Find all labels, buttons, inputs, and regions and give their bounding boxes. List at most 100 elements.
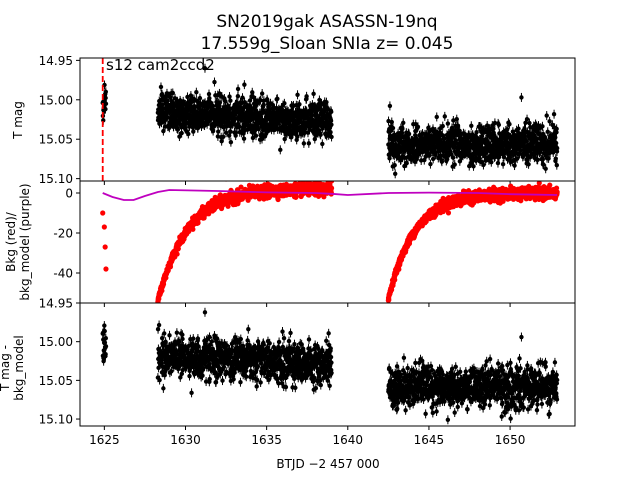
data-point bbox=[161, 128, 166, 134]
data-point bbox=[235, 93, 241, 99]
data-point bbox=[309, 112, 315, 118]
data-points bbox=[100, 66, 560, 177]
data-point bbox=[528, 125, 533, 130]
data-point bbox=[207, 96, 212, 101]
data-point bbox=[328, 118, 334, 124]
data-point bbox=[430, 156, 436, 162]
data-point bbox=[553, 156, 558, 161]
data-point bbox=[195, 125, 201, 131]
data-point bbox=[168, 95, 173, 100]
data-point bbox=[251, 95, 256, 100]
data-point bbox=[510, 129, 516, 134]
data-point bbox=[163, 94, 168, 99]
data-point bbox=[103, 106, 108, 112]
data-point bbox=[501, 154, 507, 160]
data-point bbox=[387, 156, 392, 161]
data-point bbox=[505, 131, 511, 137]
data-point bbox=[449, 151, 454, 157]
data-point bbox=[428, 161, 433, 167]
data-point bbox=[322, 103, 327, 108]
data-point bbox=[543, 166, 548, 171]
data-point bbox=[242, 99, 247, 105]
data-point bbox=[427, 153, 432, 158]
data-point bbox=[311, 91, 316, 97]
background-point bbox=[102, 244, 108, 250]
data-point bbox=[328, 129, 333, 135]
data-point bbox=[103, 89, 108, 94]
data-point bbox=[527, 155, 533, 160]
data-point bbox=[471, 164, 476, 169]
data-point bbox=[452, 162, 457, 167]
data-point bbox=[450, 155, 456, 160]
data-point bbox=[454, 116, 459, 122]
data-point bbox=[413, 128, 418, 134]
data-point bbox=[474, 129, 479, 135]
middle-panel: 0-20-40 bbox=[53, 180, 576, 307]
data-point bbox=[174, 108, 179, 113]
data-point bbox=[232, 116, 238, 122]
data-point bbox=[404, 160, 409, 166]
data-point bbox=[329, 122, 334, 127]
data-point bbox=[554, 162, 560, 168]
data-point bbox=[545, 129, 550, 134]
y-tick-label: 15.05 bbox=[39, 133, 73, 147]
data-point bbox=[519, 95, 524, 100]
data-point bbox=[540, 124, 545, 129]
data-point bbox=[197, 95, 203, 101]
data-point bbox=[525, 157, 530, 163]
data-point bbox=[523, 120, 528, 125]
data-point bbox=[177, 134, 182, 139]
data-point bbox=[185, 94, 190, 100]
data-point bbox=[307, 127, 312, 133]
data-point bbox=[492, 120, 498, 126]
data-point bbox=[295, 134, 300, 139]
data-point bbox=[414, 136, 419, 141]
figure-title-line1: SN2019gak ASASSN-19nq bbox=[216, 12, 437, 32]
y-tick-label: 15.10 bbox=[39, 172, 73, 186]
data-point bbox=[259, 136, 265, 142]
data-point bbox=[423, 154, 429, 159]
data-point bbox=[158, 84, 164, 90]
data-point bbox=[491, 126, 496, 131]
data-point bbox=[495, 160, 501, 166]
data-point bbox=[256, 126, 261, 132]
data-point bbox=[554, 126, 559, 132]
data-point bbox=[239, 118, 245, 123]
data-point bbox=[191, 129, 196, 134]
data-point bbox=[170, 90, 175, 96]
data-point bbox=[400, 126, 405, 132]
data-point bbox=[535, 157, 540, 163]
background-point bbox=[101, 224, 107, 230]
data-point bbox=[469, 123, 474, 128]
data-point bbox=[241, 136, 247, 141]
background-point bbox=[238, 184, 244, 190]
background-point bbox=[103, 266, 109, 272]
data-point bbox=[179, 130, 184, 136]
data-point bbox=[462, 131, 468, 137]
data-point bbox=[247, 98, 253, 103]
background-points bbox=[100, 181, 560, 303]
background-point bbox=[174, 251, 180, 257]
data-point bbox=[235, 86, 241, 92]
data-point bbox=[393, 171, 398, 177]
data-point bbox=[442, 114, 447, 119]
data-point bbox=[304, 94, 309, 99]
data-point bbox=[500, 162, 506, 167]
data-point bbox=[242, 82, 247, 87]
background-point bbox=[175, 245, 181, 252]
data-point bbox=[306, 141, 312, 146]
data-point bbox=[401, 120, 406, 125]
data-point bbox=[226, 133, 232, 138]
data-point bbox=[320, 141, 325, 147]
data-point bbox=[324, 99, 329, 105]
data-point bbox=[223, 130, 229, 135]
data-point bbox=[451, 118, 456, 123]
data-point bbox=[223, 99, 228, 104]
data-point bbox=[175, 127, 181, 132]
data-point bbox=[253, 133, 259, 138]
data-point bbox=[217, 91, 222, 96]
data-point bbox=[180, 99, 186, 104]
data-point bbox=[414, 157, 419, 162]
background-point bbox=[254, 183, 261, 189]
data-point bbox=[440, 123, 445, 129]
